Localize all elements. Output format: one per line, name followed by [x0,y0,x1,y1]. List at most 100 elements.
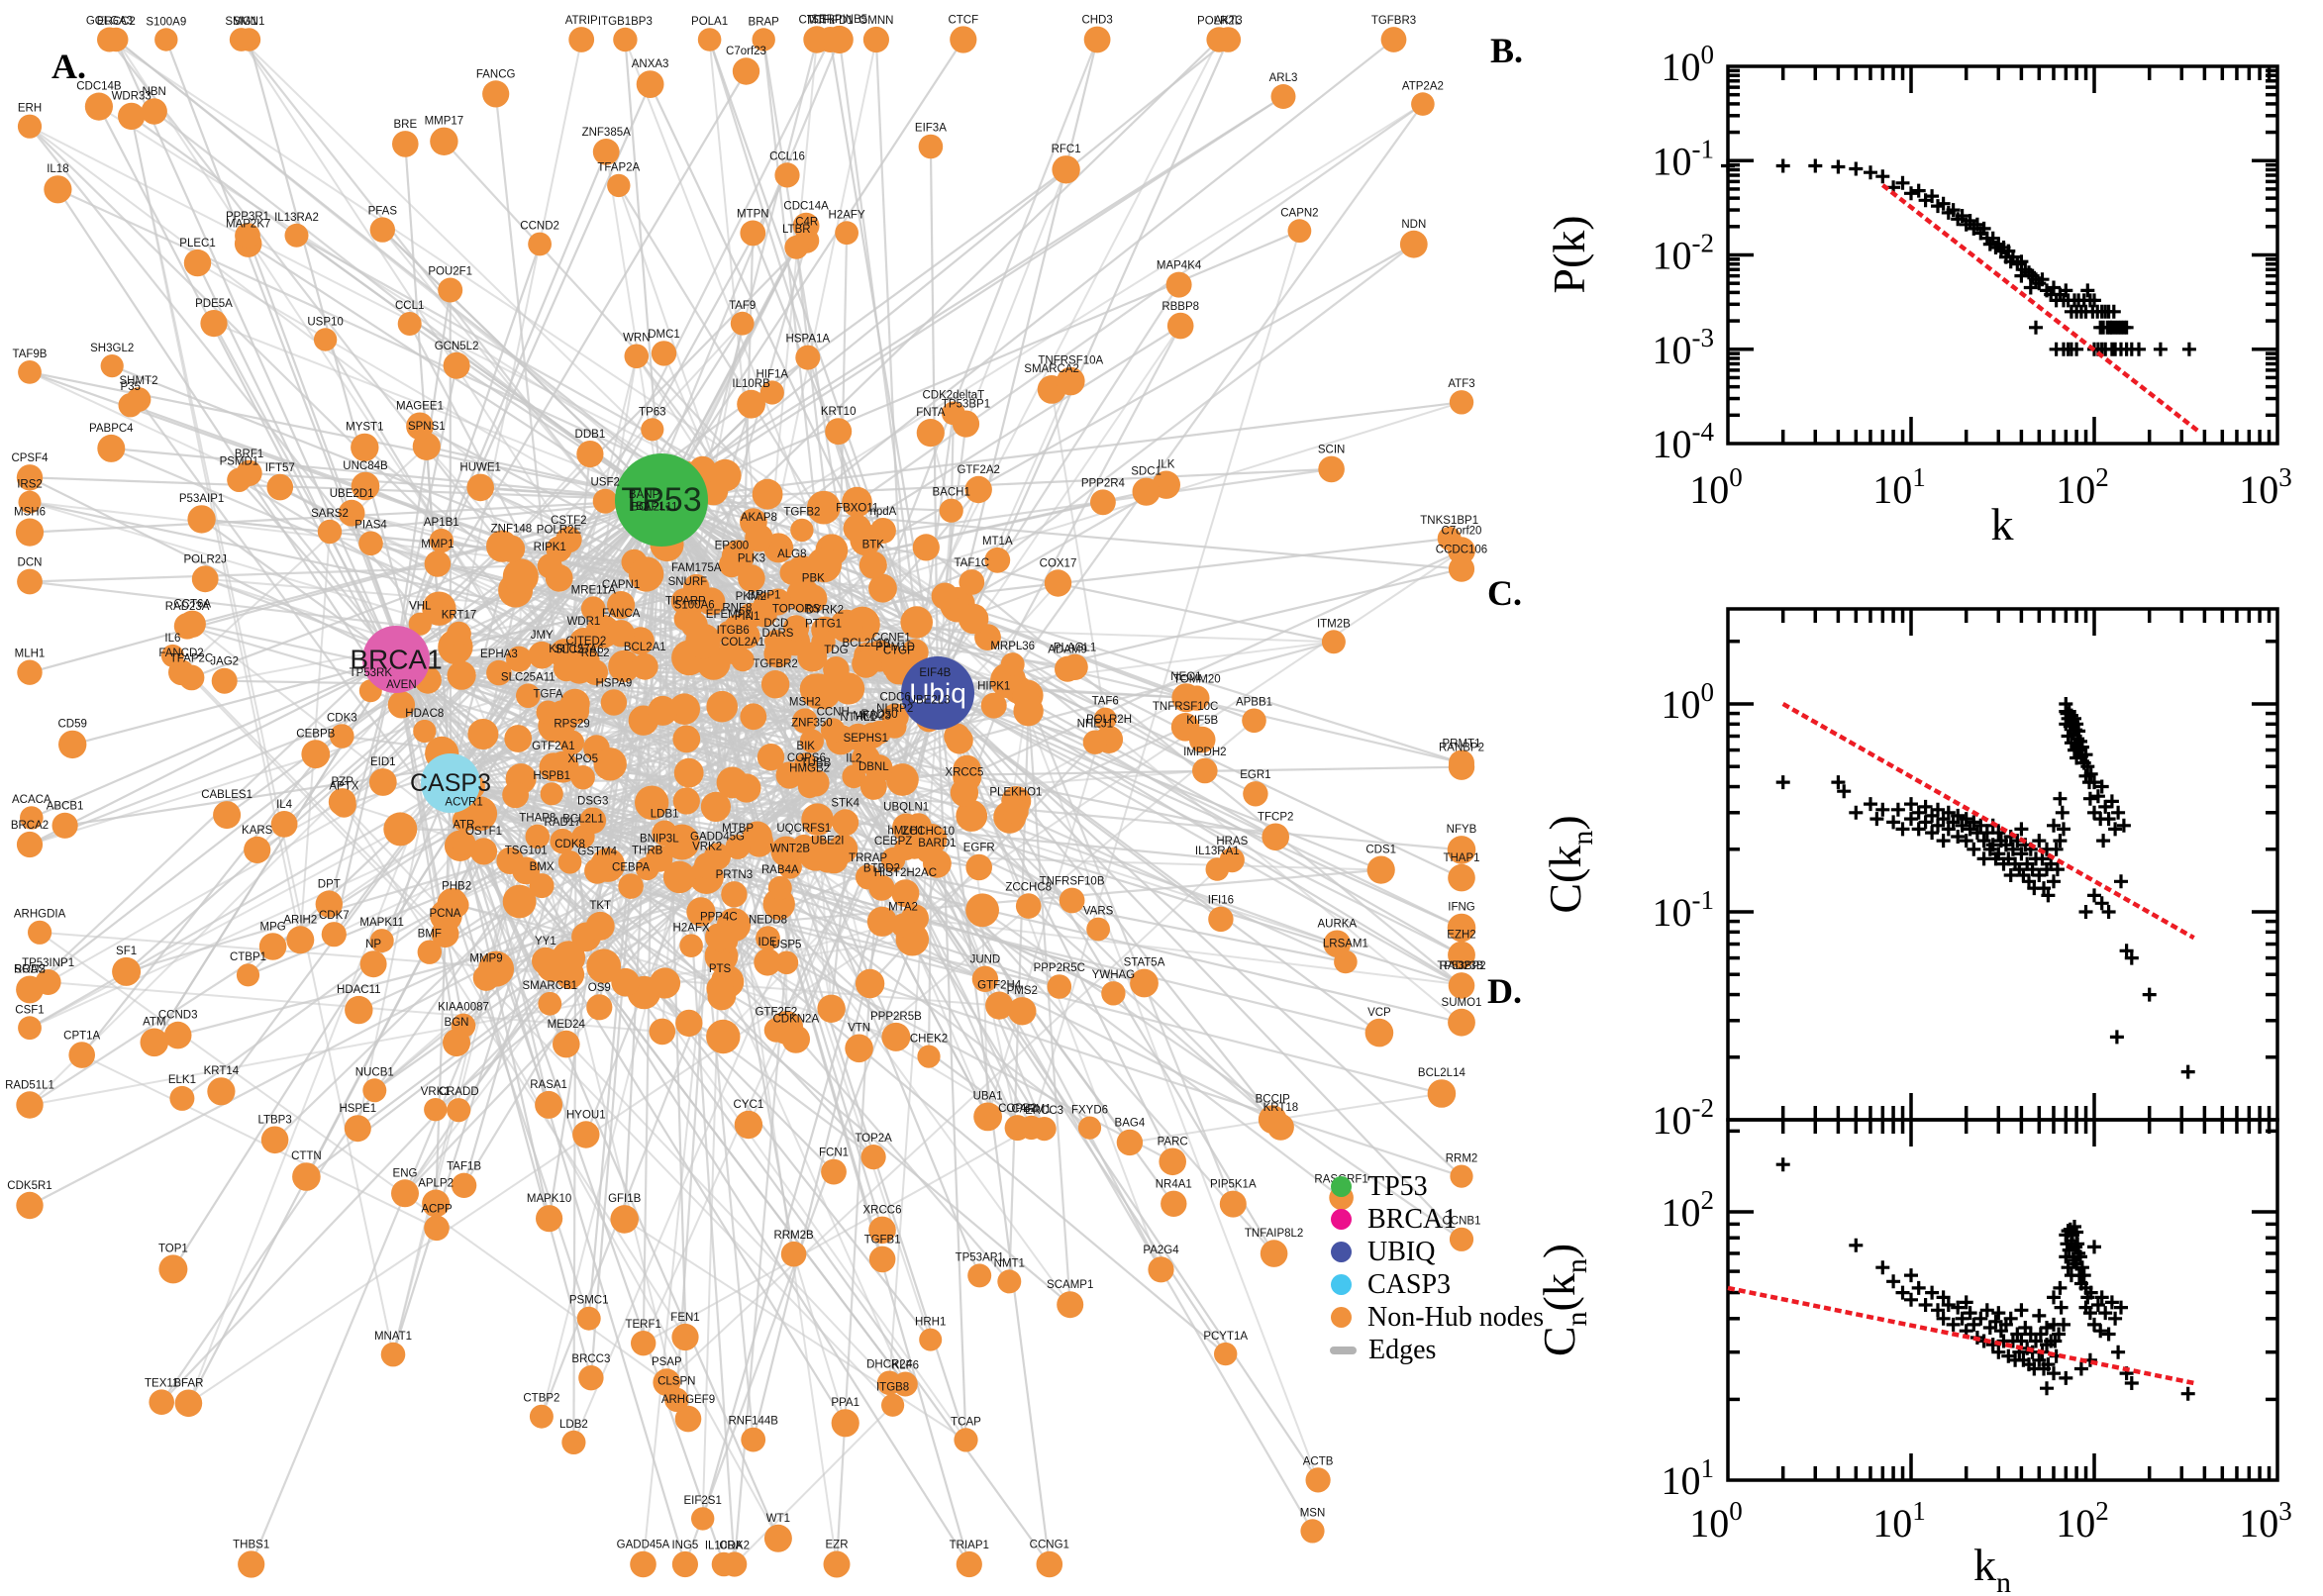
gene-label: ERCC3 [1025,1105,1063,1117]
gene-label: CSTF2 [551,515,586,527]
gene-label: CTBP1 [230,951,266,963]
gene-label: ZNF385A [582,127,632,139]
gene-label: MAP2K7 [226,218,270,230]
gene-label: PRMT1 [1443,739,1481,750]
gene-label: CRADD [439,1086,479,1098]
gene-label: PPM1D [875,642,915,653]
tick-label: 102 [1662,1185,1715,1235]
gene-label: XRCC5 [945,766,983,778]
gene-label: EGFR [963,843,995,854]
gene-label: hMLH1 [887,825,924,837]
gene-label: RBL2 [581,648,610,659]
gene-label: ITGB6 [717,625,750,637]
gene-label: IL10RB [732,378,770,390]
gene-label: SOD2 [14,964,45,976]
gene-label: BANP [629,489,660,501]
gene-label: IFNG [1448,902,1475,914]
legend-label: CASP3 [1367,1268,1452,1300]
legend-item-tp53: TP53 [1331,1170,1544,1203]
gene-label: RPS29 [554,718,589,730]
gene-label: NFYB [1447,824,1477,836]
gene-label: DDB1 [575,429,606,441]
gene-label: ITGB1BP3 [598,16,653,28]
gene-label: HIPK1 [977,681,1010,693]
gene-label: UBA1 [973,1091,1003,1103]
gene-label: IL13RA2 [274,212,319,224]
gene-label: PMS2 [1007,985,1038,997]
panel-label-c: C. [1487,573,1522,613]
gene-label: TNFRSF10A [1038,355,1103,367]
gene-label: ENG [393,1167,418,1179]
gene-label: CABLES1 [201,789,252,801]
gene-label: ILK [1158,459,1175,471]
gene-label: STK4 [831,797,859,809]
gene-label: HIF1A [757,368,789,380]
network-nonhub-nodes [15,25,1476,1578]
tick-label: 102 [2056,462,2109,512]
gene-label: BCL2L14 [1418,1067,1466,1079]
gene-label: CAPN2 [1280,207,1318,219]
gene-label: MMP17 [425,116,464,128]
legend-item-nonhub: Non-Hub nodes [1331,1301,1544,1334]
gene-label: BTK [862,540,885,551]
gene-label: CCND2 [520,221,559,233]
gene-label: DHCR24 [866,1359,913,1371]
gene-label: SNURF [668,576,708,588]
gene-label: FXYD6 [1071,1105,1108,1117]
gene-label: VCP [1367,1007,1391,1019]
tick-label: 10-1 [1653,134,1715,183]
legend-label: BRCA1 [1367,1203,1458,1235]
tick-label: 102 [2056,1496,2109,1546]
gene-label: PFAS [368,205,398,217]
gene-label: CTGF [883,645,914,656]
gene-label: USP10 [307,316,343,328]
gene-label: TGFA [533,689,562,701]
gene-label: CCNG1 [1030,1540,1069,1551]
gene-label: MAGEE1 [396,401,444,413]
gene-label: SH3GL2 [90,343,134,354]
gene-label: CDS1 [1365,844,1396,855]
gene-label: RAD23B [1440,960,1484,972]
gene-label: NP [365,939,381,950]
gene-label: CDK2 [719,1540,750,1551]
gene-label: CTCF [948,14,978,26]
gene-label: TGFB2 [783,507,820,519]
gene-label: CYC1 [734,1099,764,1111]
nonhub-dot-icon [1331,1307,1352,1328]
gene-label: SCAMP1 [1047,1279,1093,1291]
gene-label: TNFRSF10C [1153,701,1218,713]
gene-label: BIK [796,741,815,752]
gene-label: BRIP1 [748,589,780,601]
gene-label: PTS [709,963,732,975]
gene-label: TOPORS [772,603,821,615]
gene-label: MPG [259,921,285,933]
gene-label: IRS2 [17,479,43,491]
gene-label: MSH2 [789,696,821,708]
gene-label: RFC1 [1052,144,1081,155]
gene-label: MED23 [853,711,890,723]
tick-label: 10-1 [1653,885,1715,935]
gene-label: ACVR1 [445,797,482,809]
gene-label: HSPA1A [786,334,831,346]
panel-label-d: D. [1487,971,1522,1011]
gene-label: SMG1 [225,16,257,28]
gene-label: GTF2F2 [755,1006,797,1018]
gene-label: RASA1 [530,1079,567,1091]
gene-label: BCL2L10 [843,638,890,649]
brca1-dot-icon [1331,1209,1352,1230]
gene-label: TKT [589,900,611,912]
gene-label: DCD [763,618,788,630]
gene-label: THRB [632,846,663,857]
gene-label: PBK [802,573,825,585]
gene-label: TP53BP1 [942,399,990,411]
gene-label: YY1 [535,936,556,948]
gene-label: DMC1 [648,329,680,341]
gene-label: NLRP2 [876,703,913,715]
gene-label: WDR33 [112,91,152,103]
gene-label: FNTA [916,407,946,419]
tick-label: 100 [1662,40,1715,89]
gene-label: KRT15 [549,644,584,655]
gene-label: XPO5 [567,753,598,765]
gene-label: MTBP [722,823,754,835]
